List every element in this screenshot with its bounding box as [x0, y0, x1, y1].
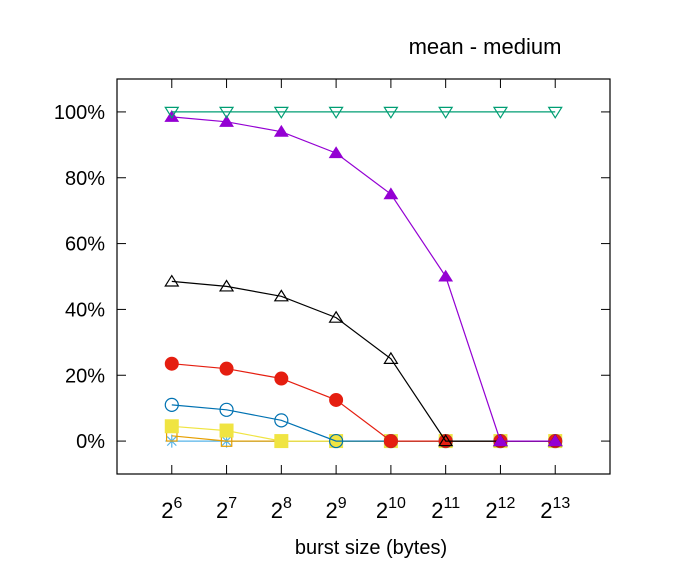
x-tick-label: 29 — [326, 495, 347, 523]
x-tick-label: 211 — [431, 495, 460, 523]
data-point — [273, 289, 289, 302]
y-axis: 0% 20% 40% 60% 80% 100% — [54, 102, 610, 453]
data-point — [492, 106, 509, 119]
data-point — [274, 413, 289, 428]
chart-title: mean - medium — [409, 34, 562, 59]
data-point — [164, 106, 180, 119]
data-point — [438, 269, 454, 282]
data-point — [274, 371, 289, 386]
x-tick-label: 210 — [376, 495, 406, 523]
y-tick-label: 60% — [65, 234, 105, 256]
data-point — [383, 106, 399, 119]
series-line — [171, 116, 556, 442]
y-tick-label: 20% — [65, 365, 105, 387]
x-tick-label: 27 — [216, 495, 237, 523]
data-point — [274, 434, 289, 449]
data-point — [328, 106, 344, 119]
data-point — [273, 106, 289, 119]
data-point — [383, 187, 399, 200]
data-point — [438, 434, 454, 447]
data-point — [547, 106, 563, 119]
data-point — [329, 433, 344, 449]
plot-frame — [116, 78, 611, 475]
data-point — [383, 434, 398, 449]
data-point — [329, 392, 344, 407]
data-point — [547, 434, 563, 447]
data-point — [219, 361, 234, 376]
y-tick-label: 40% — [65, 299, 105, 321]
y-tick-label: 100% — [54, 102, 105, 124]
data-point — [164, 419, 179, 434]
series-layer — [164, 106, 563, 449]
data-point — [218, 106, 235, 119]
data-point — [383, 351, 399, 364]
data-point — [438, 106, 454, 119]
data-point — [273, 124, 289, 137]
series-line — [171, 280, 556, 442]
data-point — [164, 397, 179, 412]
data-point — [328, 146, 344, 159]
x-axis: 26 27 28 29 210 211 212 213 — [161, 79, 570, 523]
y-tick-label: 80% — [65, 168, 105, 190]
series-2 — [164, 110, 563, 447]
x-tick-label: 26 — [161, 495, 182, 523]
x-tick-label: 213 — [540, 495, 570, 523]
data-point — [219, 423, 234, 438]
data-point — [493, 434, 508, 447]
series-1 — [164, 106, 563, 119]
data-point — [219, 114, 234, 127]
y-tick-label: 0% — [76, 431, 105, 453]
data-point — [164, 356, 179, 371]
x-tick-label: 28 — [271, 495, 292, 523]
data-point — [328, 310, 344, 323]
data-point — [164, 274, 180, 287]
data-point — [219, 402, 234, 417]
data-point — [218, 279, 235, 292]
x-axis-label: burst size (bytes) — [295, 537, 447, 559]
x-tick-label: 212 — [485, 495, 515, 523]
data-point — [164, 110, 180, 122]
